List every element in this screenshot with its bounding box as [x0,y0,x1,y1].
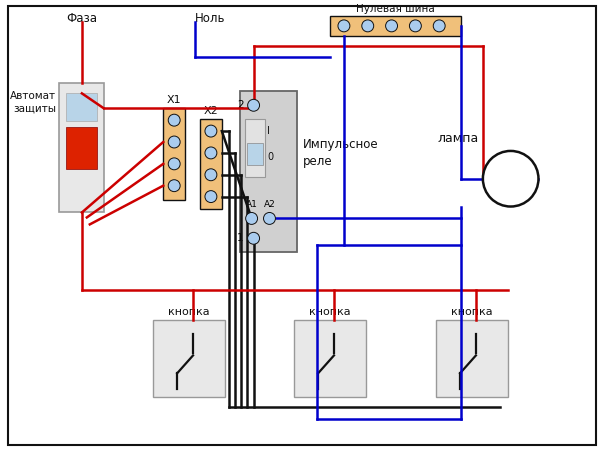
Circle shape [168,180,180,192]
Text: 0: 0 [268,152,274,162]
Circle shape [205,125,217,137]
Circle shape [168,114,180,126]
Text: Ноль: Ноль [195,12,226,25]
Text: Нулевая шина: Нулевая шина [356,4,435,14]
FancyBboxPatch shape [163,108,185,199]
FancyBboxPatch shape [436,320,508,397]
Circle shape [168,136,180,148]
Text: Фаза: Фаза [67,12,97,25]
FancyBboxPatch shape [247,143,263,165]
Text: I: I [268,126,271,136]
Text: кнопка: кнопка [451,307,493,317]
Text: 1: 1 [237,233,244,243]
Text: кнопка: кнопка [309,307,351,317]
FancyBboxPatch shape [330,16,461,36]
FancyBboxPatch shape [59,83,104,212]
Circle shape [386,20,398,32]
FancyBboxPatch shape [200,119,222,208]
Text: A2: A2 [263,201,275,210]
Text: Импульсное
реле: Импульсное реле [303,138,379,168]
Text: X1: X1 [167,95,182,105]
Text: X2: X2 [203,106,218,116]
Circle shape [362,20,374,32]
FancyBboxPatch shape [66,127,97,169]
Circle shape [338,20,350,32]
Circle shape [205,169,217,181]
Text: кнопка: кнопка [168,307,210,317]
Circle shape [433,20,445,32]
FancyBboxPatch shape [239,91,297,252]
Circle shape [248,232,260,244]
Circle shape [409,20,421,32]
Circle shape [168,158,180,170]
Circle shape [483,151,538,207]
Text: 2: 2 [237,100,244,110]
Circle shape [205,147,217,159]
Text: лампа: лампа [437,132,479,145]
Circle shape [248,99,260,111]
Circle shape [263,212,275,225]
FancyBboxPatch shape [66,93,97,121]
FancyBboxPatch shape [245,119,265,177]
Text: A1: A1 [245,201,257,210]
FancyBboxPatch shape [294,320,366,397]
Circle shape [245,212,257,225]
Text: Автомат
защиты: Автомат защиты [10,91,56,114]
FancyBboxPatch shape [154,320,225,397]
Circle shape [205,191,217,202]
